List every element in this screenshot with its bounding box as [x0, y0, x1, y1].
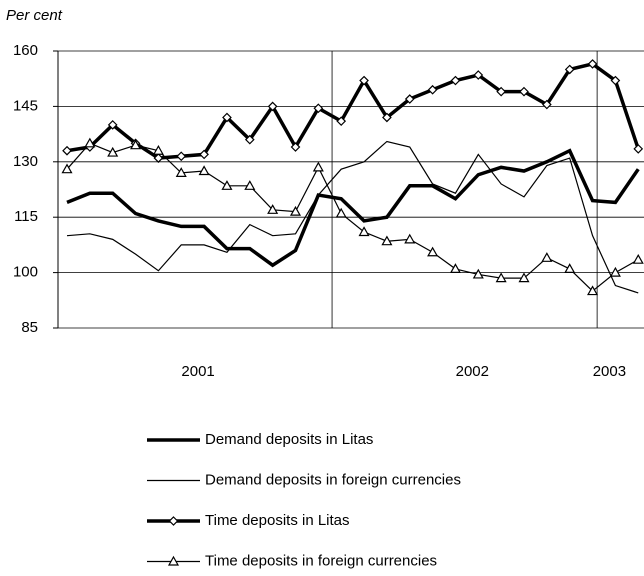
- y-axis-label: Per cent: [6, 7, 63, 24]
- x-tick-label: 2003: [593, 363, 626, 380]
- marker: [519, 86, 529, 97]
- marker: [335, 207, 347, 218]
- y-tick-label: 145: [13, 97, 38, 114]
- marker: [199, 149, 209, 160]
- marker: [564, 64, 575, 75]
- marker: [244, 180, 256, 190]
- marker: [495, 272, 507, 283]
- marker: [381, 235, 393, 246]
- marker: [427, 246, 439, 257]
- y-tick-label: 160: [13, 42, 38, 59]
- marker: [222, 112, 232, 123]
- legend-label: Demand deposits in foreign currencies: [205, 471, 461, 488]
- marker: [62, 145, 72, 156]
- marker: [198, 165, 210, 176]
- marker: [359, 75, 369, 86]
- x-tick-label: 2001: [181, 363, 214, 380]
- marker: [610, 75, 621, 86]
- marker: [168, 516, 179, 526]
- marker: [427, 84, 438, 95]
- y-tick-label: 85: [21, 319, 38, 336]
- y-tick-label: 130: [13, 153, 38, 170]
- marker: [542, 99, 552, 110]
- marker: [84, 137, 96, 148]
- marker: [244, 134, 255, 145]
- marker: [152, 144, 164, 155]
- marker: [587, 59, 598, 69]
- marker: [404, 233, 416, 244]
- marker: [450, 75, 461, 86]
- marker: [336, 116, 347, 127]
- marker: [267, 204, 279, 214]
- marker: [633, 144, 644, 154]
- series-line: [66, 148, 640, 268]
- y-tick-label: 115: [14, 208, 38, 225]
- marker: [61, 163, 73, 174]
- marker: [153, 153, 164, 163]
- marker: [382, 112, 392, 123]
- marker: [472, 268, 484, 279]
- y-tick-label: 100: [13, 264, 38, 281]
- marker: [473, 70, 484, 80]
- marker: [518, 272, 530, 283]
- series-line: [66, 62, 640, 160]
- series-line: [66, 140, 639, 294]
- marker: [167, 555, 180, 566]
- marker: [609, 266, 621, 277]
- marker: [564, 263, 576, 274]
- marker: [175, 167, 187, 177]
- x-tick-label: 2002: [456, 363, 489, 380]
- legend-label: Time deposits in foreign currencies: [205, 552, 437, 569]
- marker: [107, 146, 119, 157]
- marker: [541, 252, 553, 262]
- marker: [130, 139, 142, 150]
- marker: [358, 226, 370, 237]
- marker: [176, 151, 187, 162]
- marker: [221, 180, 233, 190]
- marker: [449, 263, 461, 274]
- marker: [496, 86, 506, 97]
- marker: [290, 142, 301, 152]
- legend-label: Demand deposits in Litas: [205, 431, 373, 448]
- legend-label: Time deposits in Litas: [205, 512, 350, 529]
- marker: [289, 205, 302, 216]
- marker: [313, 103, 324, 114]
- marker: [107, 120, 118, 130]
- marker: [267, 101, 278, 112]
- marker: [404, 94, 415, 104]
- marker: [587, 285, 599, 296]
- marker: [632, 253, 644, 264]
- marker: [312, 161, 324, 172]
